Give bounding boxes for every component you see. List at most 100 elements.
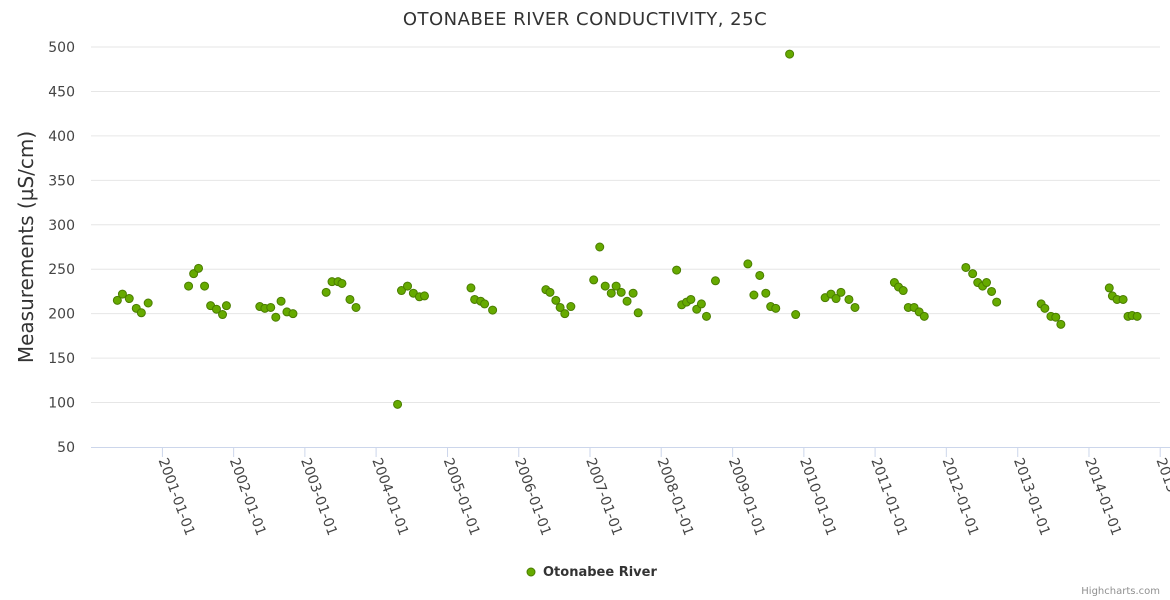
data-point[interactable]: [606, 288, 616, 298]
data-point[interactable]: [600, 281, 610, 291]
x-axis-ticks: 2001-01-01 2002-01-01 2003-01-01 2004-01-01…: [155, 447, 1170, 538]
data-point[interactable]: [466, 283, 476, 293]
data-point[interactable]: [628, 288, 638, 298]
data-point[interactable]: [396, 286, 406, 296]
chart-title: OTONABEE RIVER CONDUCTIVITY, 25C: [403, 9, 767, 30]
data-point[interactable]: [266, 302, 276, 312]
y-tick-label: 150: [48, 351, 75, 367]
data-point[interactable]: [611, 281, 621, 291]
data-point[interactable]: [791, 310, 801, 320]
x-tick-label: 2002-01-01: [226, 456, 269, 538]
x-tick-label: 2009-01-01: [725, 456, 768, 538]
data-point[interactable]: [771, 303, 781, 313]
data-point[interactable]: [831, 294, 841, 304]
data-point[interactable]: [143, 298, 153, 308]
data-point[interactable]: [743, 259, 753, 269]
data-point[interactable]: [836, 287, 846, 297]
data-point[interactable]: [218, 310, 228, 320]
y-tick-label: 350: [48, 173, 75, 189]
x-tick-label: 2013-01-01: [1010, 456, 1053, 538]
data-point[interactable]: [488, 305, 498, 315]
data-point[interactable]: [919, 311, 929, 321]
x-tick-label: 2012-01-01: [939, 456, 982, 538]
data-point[interactable]: [696, 299, 706, 309]
data-point[interactable]: [184, 281, 194, 291]
data-point[interactable]: [480, 299, 490, 309]
data-point[interactable]: [112, 295, 122, 305]
y-tick-label: 400: [48, 129, 75, 145]
data-point[interactable]: [844, 294, 854, 304]
y-tick-label: 200: [48, 307, 75, 323]
data-point[interactable]: [622, 296, 632, 306]
data-point[interactable]: [761, 288, 771, 298]
data-point[interactable]: [898, 286, 908, 296]
data-point[interactable]: [271, 312, 281, 322]
x-tick-label: 2014-01-01: [1081, 456, 1124, 538]
y-tick-label: 50: [57, 440, 75, 456]
data-point[interactable]: [200, 281, 210, 291]
data-point[interactable]: [1056, 319, 1066, 329]
data-point[interactable]: [194, 263, 204, 273]
data-point[interactable]: [560, 309, 570, 319]
data-point[interactable]: [566, 302, 576, 312]
data-point[interactable]: [420, 291, 430, 301]
y-axis-title: Measurements (µS/cm): [14, 131, 38, 363]
x-tick-label: 2007-01-01: [582, 456, 625, 538]
data-point[interactable]: [211, 304, 221, 314]
data-point[interactable]: [968, 269, 978, 279]
data-point[interactable]: [755, 270, 765, 280]
data-point[interactable]: [589, 275, 599, 285]
data-point[interactable]: [551, 295, 561, 305]
data-point[interactable]: [701, 311, 711, 321]
x-tick-label: 2005-01-01: [440, 456, 483, 538]
data-point[interactable]: [616, 287, 626, 297]
data-point[interactable]: [393, 399, 403, 409]
x-tick-label: 2006-01-01: [511, 456, 554, 538]
series-otonabee-river-points[interactable]: [112, 49, 1142, 409]
y-tick-label: 500: [48, 40, 75, 56]
x-tick-label: 2010-01-01: [796, 456, 839, 538]
data-point[interactable]: [1040, 303, 1050, 313]
data-point[interactable]: [124, 294, 134, 304]
data-point[interactable]: [1132, 311, 1142, 321]
legend[interactable]: Otonabee River: [526, 565, 657, 580]
data-point[interactable]: [403, 281, 413, 291]
data-point[interactable]: [136, 308, 146, 318]
data-point[interactable]: [351, 302, 361, 312]
data-point[interactable]: [555, 302, 565, 312]
data-point[interactable]: [672, 265, 682, 275]
x-tick-label: 2004-01-01: [368, 456, 411, 538]
data-point[interactable]: [545, 287, 555, 297]
data-point[interactable]: [633, 308, 643, 318]
data-point[interactable]: [117, 289, 127, 299]
x-tick-label: 2008-01-01: [653, 456, 696, 538]
data-point[interactable]: [982, 278, 992, 288]
data-point[interactable]: [686, 294, 696, 304]
credits-link[interactable]: Highcharts.com: [1081, 586, 1160, 597]
data-point[interactable]: [850, 302, 860, 312]
data-point[interactable]: [221, 301, 231, 311]
data-point[interactable]: [1051, 312, 1061, 322]
data-point[interactable]: [321, 287, 331, 297]
data-point[interactable]: [345, 294, 355, 304]
legend-item-otonabee-river[interactable]: Otonabee River: [543, 565, 657, 580]
data-point[interactable]: [992, 297, 1002, 307]
data-point[interactable]: [288, 309, 298, 319]
data-point[interactable]: [1104, 283, 1114, 293]
y-tick-label: 100: [48, 396, 75, 412]
data-point[interactable]: [276, 296, 286, 306]
data-point[interactable]: [337, 278, 347, 288]
data-point[interactable]: [987, 286, 997, 296]
legend-marker-icon: [526, 567, 536, 577]
data-point[interactable]: [749, 290, 759, 300]
data-point[interactable]: [595, 242, 605, 252]
y-tick-label: 250: [48, 262, 75, 278]
x-tick-label: 2001-01-01: [155, 456, 198, 538]
data-point[interactable]: [961, 262, 971, 272]
y-tick-label: 450: [48, 84, 75, 100]
x-tick-label: 2011-01-01: [867, 456, 910, 538]
data-point[interactable]: [785, 49, 795, 59]
data-point[interactable]: [1118, 294, 1128, 304]
data-point[interactable]: [710, 276, 720, 286]
y-axis-tick-labels: 50 100 150 200 250 300 350 400 450 500: [48, 40, 75, 456]
